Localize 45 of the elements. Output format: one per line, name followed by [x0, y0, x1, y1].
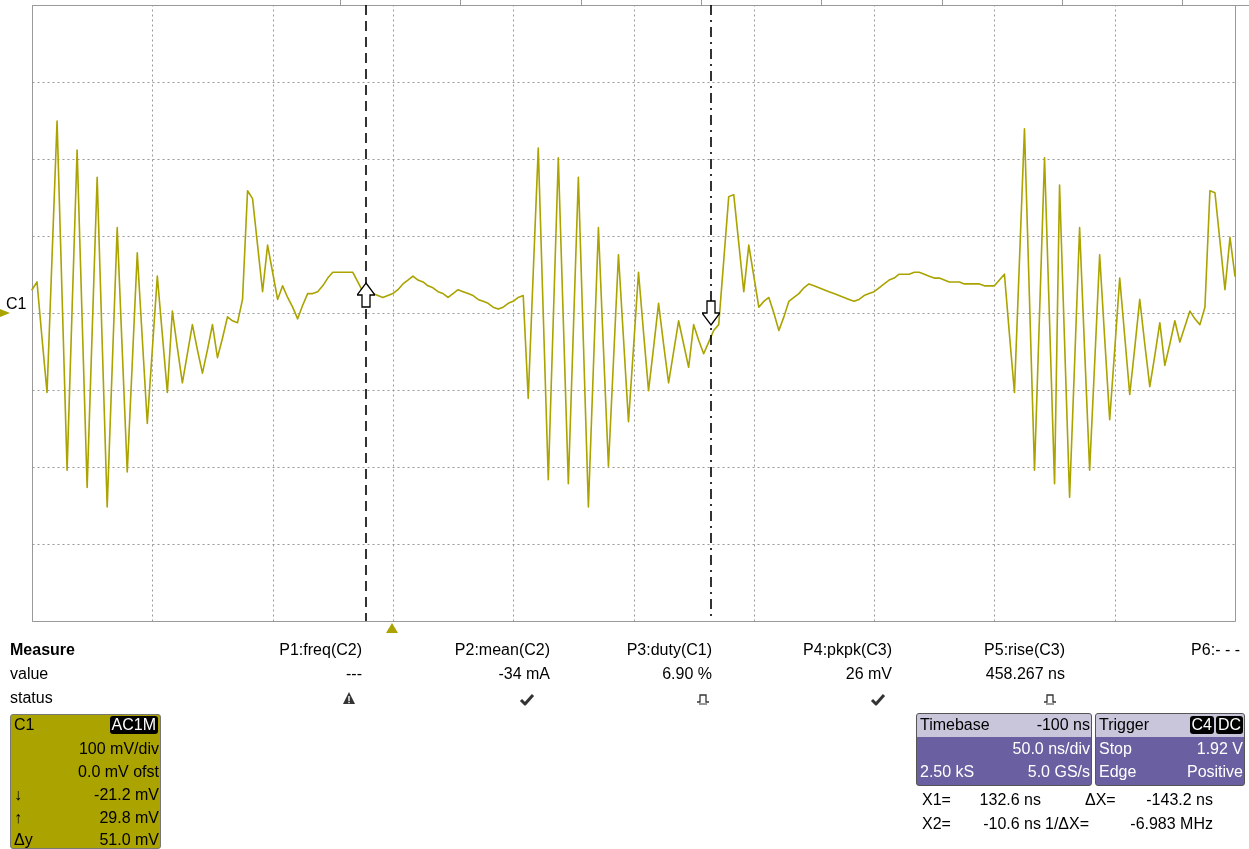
- text: status: [10, 689, 53, 707]
- text: -34 mA: [498, 665, 550, 683]
- text: AC1M: [109, 716, 158, 734]
- text: C1: [6, 295, 27, 313]
- text: Timebase: [920, 716, 990, 734]
- text: ↓: [14, 786, 22, 804]
- text: 1.92 V: [1196, 740, 1243, 758]
- text: Positive: [1186, 763, 1243, 781]
- text: 1/ΔX=: [1045, 815, 1090, 833]
- text: P5:rise(C3): [984, 641, 1065, 659]
- text: -21.2 mV: [94, 786, 159, 804]
- text: X2=: [922, 815, 951, 833]
- text: P3:duty(C1): [626, 641, 712, 659]
- text: 26 mV: [845, 665, 892, 683]
- text: Trigger: [1099, 716, 1150, 734]
- text: Δy: [14, 831, 33, 849]
- text: 132.6 ns: [979, 791, 1041, 809]
- text: X1=: [922, 791, 951, 809]
- text: -100 ns: [1036, 716, 1090, 734]
- text: 29.8 mV: [99, 809, 159, 827]
- text: -143.2 ns: [1146, 791, 1213, 809]
- text: C4: [1189, 716, 1214, 734]
- text: -6.983 MHz: [1130, 815, 1213, 833]
- text: value: [10, 665, 49, 683]
- text: 100 mV/div: [78, 740, 159, 758]
- text: 50.0 ns/div: [1012, 740, 1090, 758]
- text: 0.0 mV ofst: [78, 763, 159, 781]
- text: P4:pkpk(C3): [803, 641, 892, 659]
- text: ΔX=: [1085, 791, 1116, 809]
- text: 2.50 kS: [920, 763, 975, 781]
- text: ↑: [14, 809, 22, 827]
- text: P6:- - -: [1191, 641, 1240, 659]
- text: P1:freq(C2): [279, 641, 362, 659]
- text: 5.0 GS/s: [1027, 763, 1090, 781]
- text: Stop: [1099, 740, 1132, 758]
- text: 6.90 %: [662, 665, 712, 683]
- text: Edge: [1099, 763, 1137, 781]
- text: 51.0 mV: [99, 831, 159, 849]
- text: P2:mean(C2): [454, 641, 550, 659]
- text: C1: [14, 716, 35, 734]
- text: Measure: [10, 641, 75, 659]
- text: -10.6 ns: [983, 815, 1041, 833]
- text: 458.267 ns: [985, 665, 1065, 683]
- text: DC: [1215, 716, 1243, 734]
- text: ---: [346, 665, 362, 683]
